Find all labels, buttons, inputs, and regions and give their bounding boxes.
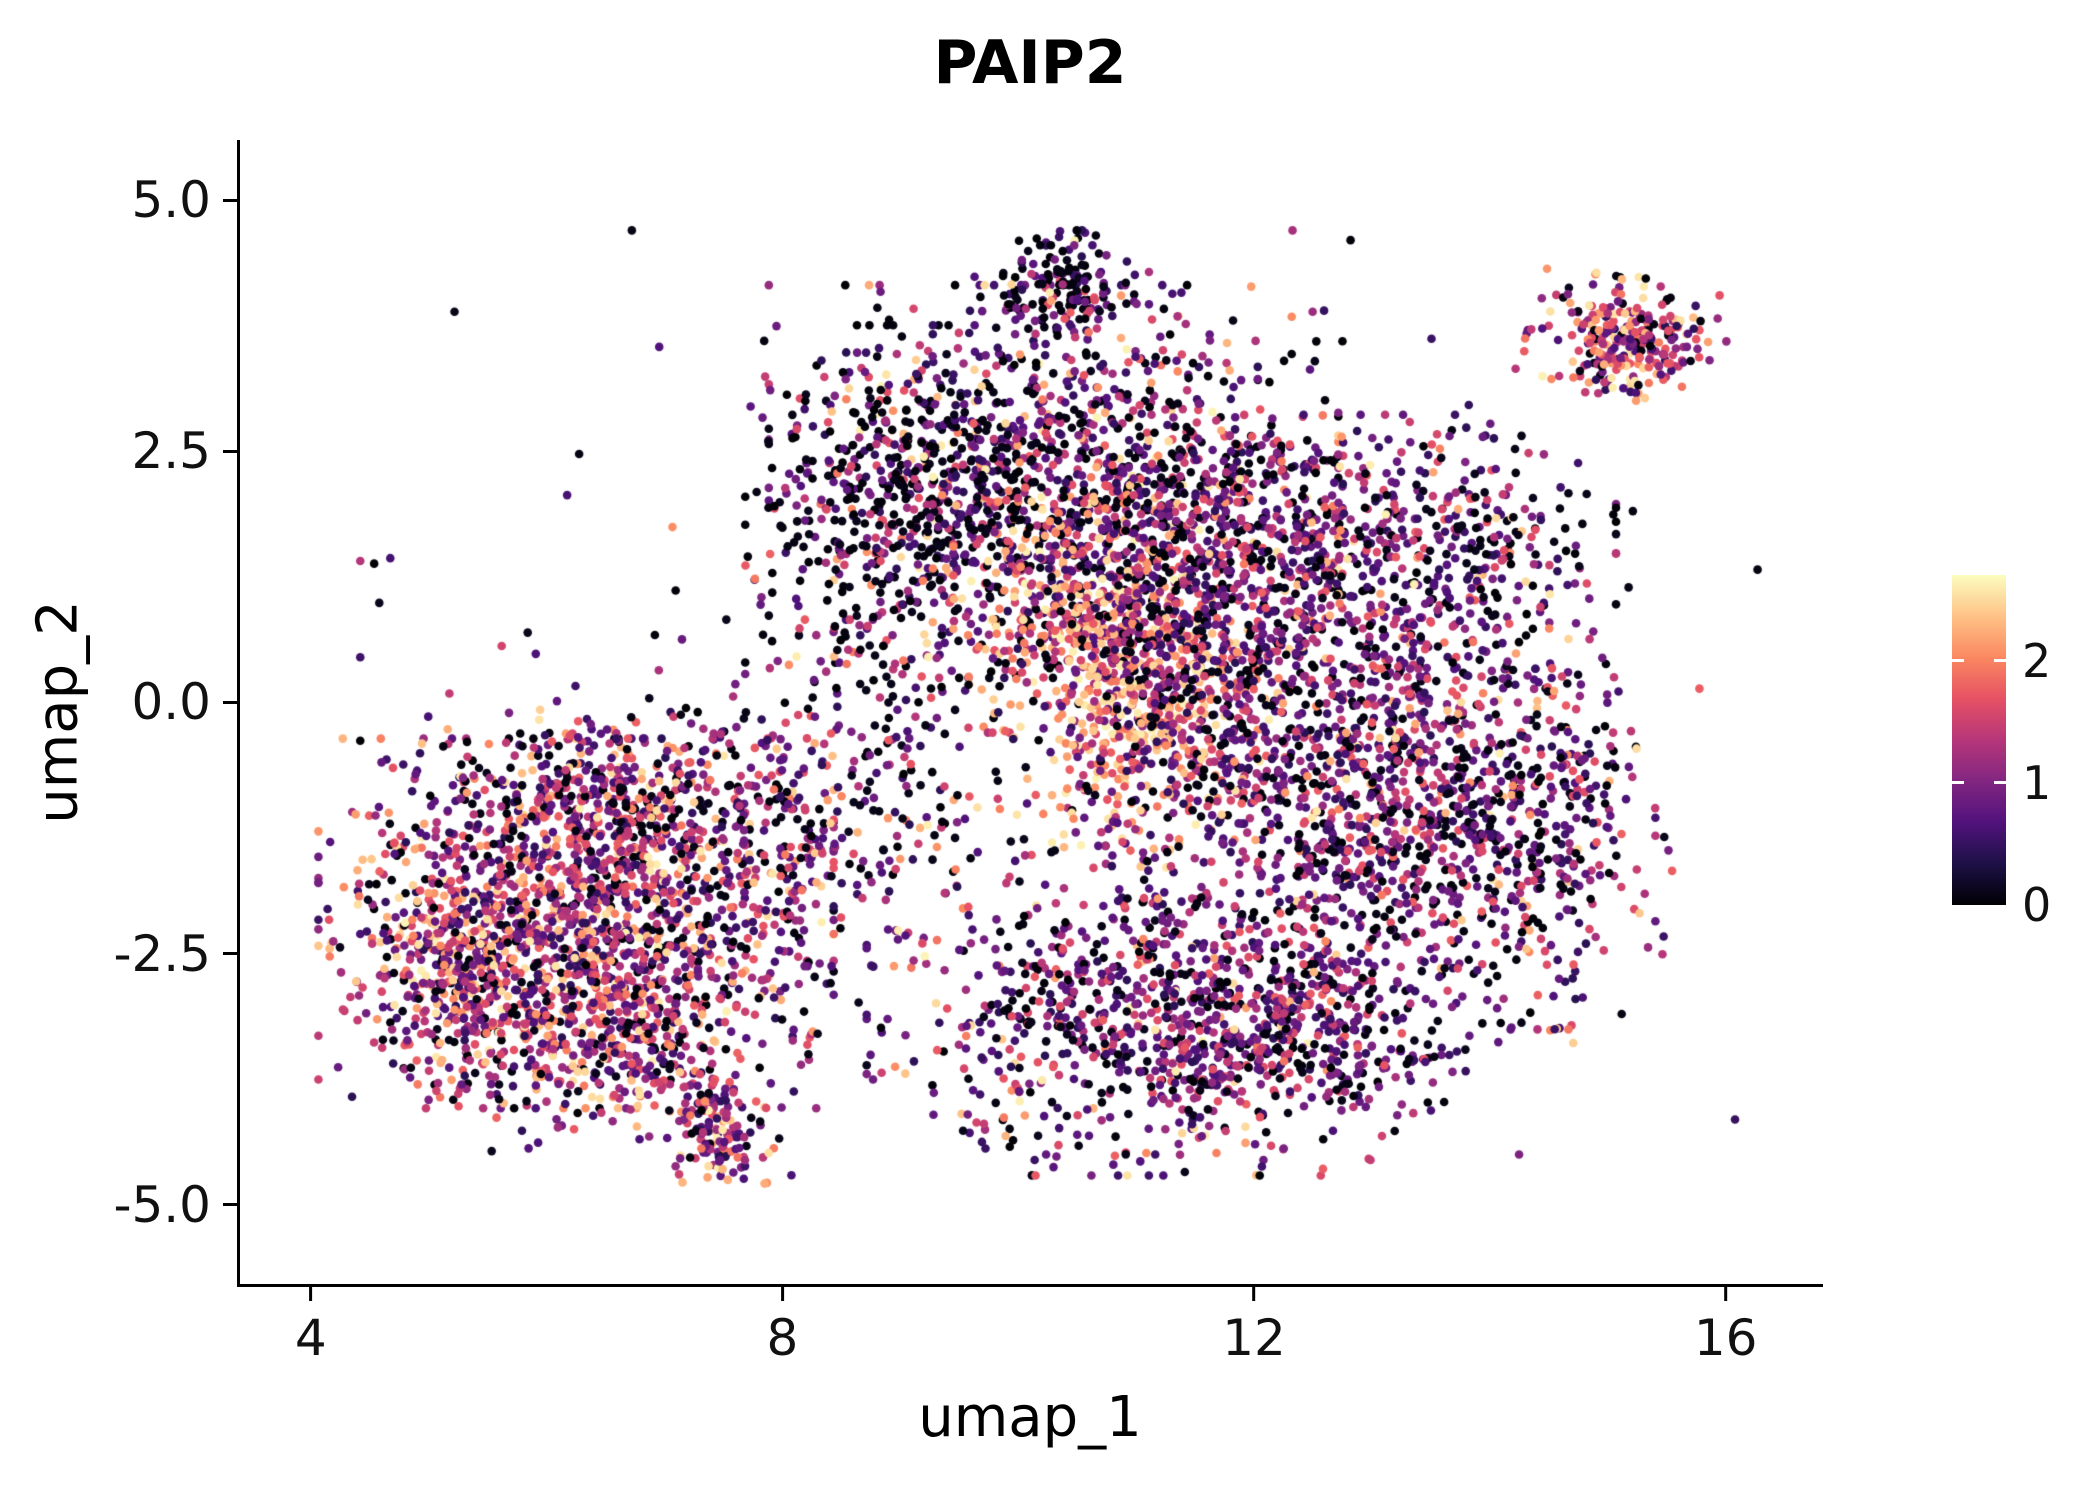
y-tick: 0.0 <box>0 673 237 731</box>
x-tick-label: 8 <box>766 1309 799 1367</box>
colorbar-gradient <box>1952 575 2006 905</box>
y-axis-label: umap_2 <box>25 600 91 824</box>
y-tick: 5.0 <box>0 171 237 229</box>
colorbar: 2 1 0 <box>1952 575 2100 932</box>
y-axis-line <box>237 140 240 1287</box>
y-tick-mark <box>223 198 237 202</box>
y-tick-label: -2.5 <box>113 924 211 983</box>
colorbar-tick-mark <box>1952 659 1964 663</box>
x-tick: 4 <box>295 1287 327 1367</box>
y-tick-label: -5.0 <box>113 1175 211 1234</box>
x-ticks: 4 8 12 16 <box>0 1287 2100 1377</box>
x-tick-label: 16 <box>1693 1309 1758 1367</box>
x-tick: 8 <box>766 1287 798 1367</box>
x-tick: 16 <box>1693 1287 1758 1367</box>
y-tick-mark <box>223 449 237 453</box>
y-tick-mark <box>223 700 237 704</box>
colorbar-tick-label: 2 <box>2022 633 2052 688</box>
y-tick-mark <box>223 1203 237 1207</box>
colorbar-tick-label: 0 <box>2022 878 2052 932</box>
x-tick-label: 4 <box>294 1309 327 1367</box>
x-tick-mark <box>1252 1287 1256 1301</box>
chart-title: PAIP2 <box>933 28 1127 98</box>
y-tick: -2.5 <box>0 925 237 983</box>
colorbar-tick-label: 1 <box>2022 755 2052 810</box>
y-tick-label: 2.5 <box>131 422 211 481</box>
y-tick-mark <box>223 952 237 956</box>
colorbar-tick-mark <box>1994 659 2006 663</box>
x-tick-mark <box>1724 1287 1728 1301</box>
y-tick: 2.5 <box>0 422 237 480</box>
x-tick-mark <box>309 1287 313 1301</box>
y-tick-label: 0.0 <box>131 673 211 732</box>
x-tick: 12 <box>1222 1287 1286 1367</box>
y-ticks: 5.0 2.5 0.0 -2.5 -5.0 <box>0 0 237 1500</box>
x-axis-line <box>237 1284 1823 1287</box>
y-tick: -5.0 <box>0 1176 237 1234</box>
x-tick-label: 12 <box>1222 1309 1286 1367</box>
x-tick-mark <box>780 1287 784 1301</box>
colorbar-tick-mark <box>1952 781 1964 785</box>
colorbar-tick-mark <box>1994 781 2006 785</box>
x-axis-label: umap_1 <box>918 1385 1142 1450</box>
y-tick-label: 5.0 <box>131 171 211 230</box>
